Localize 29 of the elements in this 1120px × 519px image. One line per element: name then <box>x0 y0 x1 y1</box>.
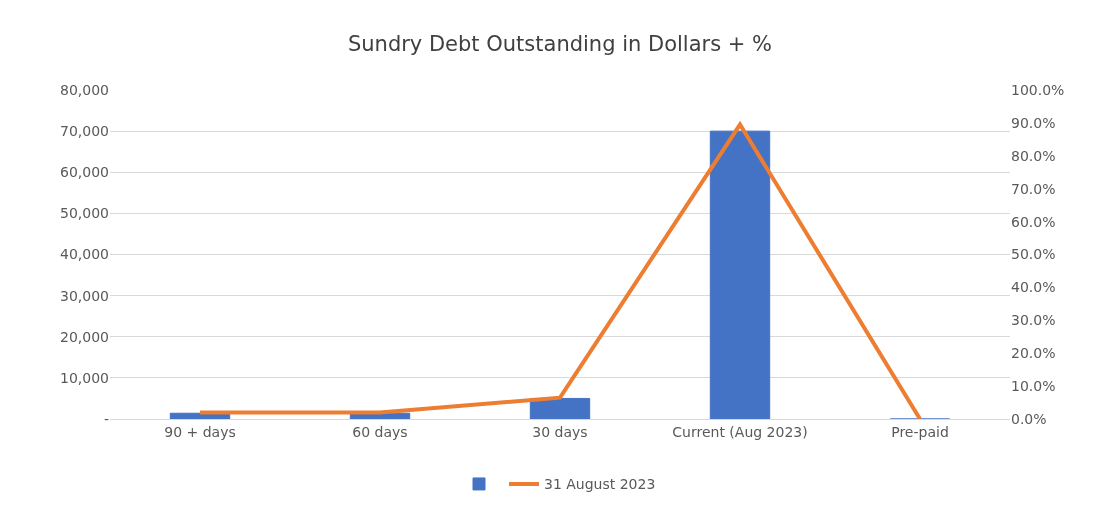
x-tick-label: Current (Aug 2023) <box>672 423 808 440</box>
legend-label: 31 August 2023 <box>544 476 656 493</box>
x-tick-label: 30 days <box>532 423 588 440</box>
y-tick-label: 80,000 <box>60 81 109 98</box>
y-tick-label: 70,000 <box>60 123 109 140</box>
x-tick-label: Pre-paid <box>891 423 949 440</box>
x-tick-label: 60 days <box>352 423 408 440</box>
y-tick-label: - <box>103 410 109 427</box>
y2-tick-label: 20.0% <box>1011 345 1056 362</box>
y2-tick-label: 70.0% <box>1011 180 1056 197</box>
y2-tick-label: 50.0% <box>1011 246 1056 263</box>
y-tick-label: 10,000 <box>60 369 109 386</box>
bar <box>709 130 771 419</box>
y2-tick-label: 100.0% <box>1011 81 1065 98</box>
y2-tick-label: 30.0% <box>1011 312 1056 329</box>
chart-title: Sundry Debt Outstanding in Dollars + % <box>347 32 773 57</box>
y2-tick-label: 0.0% <box>1011 410 1047 427</box>
y2-tick-label: 90.0% <box>1011 114 1056 131</box>
bar <box>529 397 591 419</box>
y2-tick-label: 40.0% <box>1011 279 1056 296</box>
y-tick-label: 20,000 <box>60 328 109 345</box>
y2-tick-label: 80.0% <box>1011 147 1056 164</box>
y-tick-label: 40,000 <box>60 246 109 263</box>
y2-tick-label: 10.0% <box>1011 378 1056 394</box>
y-tick-label: 60,000 <box>60 164 109 181</box>
x-tick-label: 90 + days <box>164 423 236 440</box>
y-tick-label: 50,000 <box>60 205 109 222</box>
y2-tick-label: 60.0% <box>1011 213 1056 230</box>
y-tick-label: 30,000 <box>60 287 109 304</box>
